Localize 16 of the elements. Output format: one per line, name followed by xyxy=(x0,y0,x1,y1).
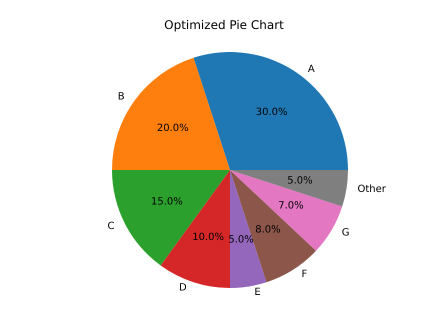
data-label: 7.0% xyxy=(278,200,304,212)
data-label: 8.0% xyxy=(255,224,281,236)
slice-label: A xyxy=(308,64,315,76)
data-label: 15.0% xyxy=(151,196,183,208)
slice-label: C xyxy=(108,220,115,232)
slice-label: E xyxy=(254,286,261,298)
slice-label: F xyxy=(301,269,308,280)
slice-label: B xyxy=(118,92,125,103)
data-label: 30.0% xyxy=(256,107,288,118)
data-label: 5.0% xyxy=(287,176,313,187)
slice-label: D xyxy=(178,282,187,294)
chart-title: Optimized Pie Chart xyxy=(164,18,284,32)
slice-label: Other xyxy=(357,184,387,195)
data-label: 20.0% xyxy=(156,122,189,134)
slice-label: G xyxy=(342,228,350,239)
data-label: 10.0% xyxy=(192,232,224,243)
